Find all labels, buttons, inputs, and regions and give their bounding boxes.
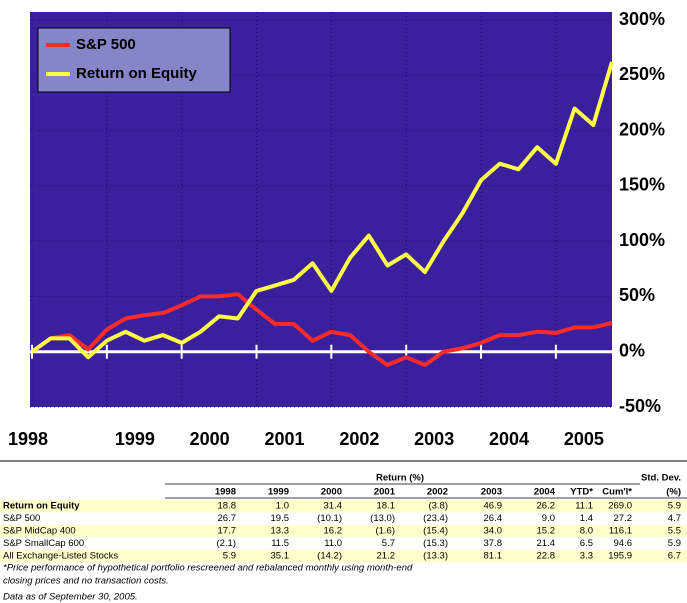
- cell: 5.9: [668, 501, 681, 512]
- column-header: 2003: [481, 487, 502, 498]
- x-tick-label: 2005: [564, 429, 604, 449]
- cell: 4.7: [668, 513, 681, 524]
- cell: (23.4): [423, 513, 448, 524]
- cell: 269.0: [608, 501, 632, 512]
- cell: 19.5: [271, 513, 290, 524]
- row-label: All Exchange-Listed Stocks: [3, 551, 118, 562]
- cell: 6.7: [668, 551, 681, 562]
- x-tick-label: 2000: [190, 429, 230, 449]
- cell: (2.1): [216, 538, 236, 549]
- y-tick-label: 100%: [619, 230, 665, 250]
- legend-label: S&P 500: [76, 36, 136, 53]
- y-tick-label: 300%: [619, 9, 665, 29]
- x-tick-label: 2003: [414, 429, 454, 449]
- x-tick-label: 1999: [115, 429, 155, 449]
- cell: 22.8: [537, 551, 556, 562]
- cell: (1.6): [375, 526, 395, 537]
- x-tick-label: 2004: [489, 429, 529, 449]
- y-tick-label: 0%: [619, 340, 645, 360]
- cell: 18.8: [218, 501, 237, 512]
- column-header: 2004: [534, 487, 556, 498]
- cell: 37.8: [484, 538, 503, 549]
- cell: 34.0: [484, 526, 503, 537]
- series-line: [30, 61, 614, 360]
- column-header: 2001: [374, 487, 396, 498]
- cell: 5.9: [223, 551, 236, 562]
- cell: 5.9: [668, 538, 681, 549]
- cell: 26.2: [537, 501, 556, 512]
- cell: 11.0: [324, 538, 342, 549]
- cell: 11.1: [575, 501, 593, 512]
- cell: 26.7: [218, 513, 237, 524]
- y-tick-label: 50%: [619, 285, 655, 305]
- cell: 116.1: [609, 526, 632, 537]
- cell: (3.8): [428, 501, 448, 512]
- cell: 195.9: [608, 551, 632, 562]
- cell: 21.2: [377, 551, 396, 562]
- legend-box: [37, 27, 231, 93]
- footnote: Data as of September 30, 2005.: [3, 592, 138, 603]
- cell: 21.4: [537, 538, 556, 549]
- series-line: [30, 292, 613, 367]
- cell: 81.1: [484, 551, 503, 562]
- cell: 1.0: [276, 501, 289, 512]
- cell: 26.4: [484, 513, 503, 524]
- row-label: S&P MidCap 400: [3, 526, 76, 537]
- x-tick-label: 1998: [8, 429, 48, 449]
- cell: (13.3): [423, 551, 448, 562]
- cell: (15.4): [423, 526, 448, 537]
- cell: 31.4: [324, 501, 343, 512]
- cell: (14.2): [317, 551, 342, 562]
- cell: 17.7: [218, 526, 237, 537]
- column-header: 2002: [427, 487, 448, 498]
- x-tick-label: 2002: [339, 429, 379, 449]
- column-header: 1998: [215, 487, 236, 498]
- column-header: Cum'l*: [602, 487, 632, 498]
- cell: 15.2: [537, 526, 556, 537]
- row-band: [0, 549, 687, 563]
- legend-label: Return on Equity: [76, 65, 197, 82]
- row-band: [0, 524, 687, 538]
- cell: 5.7: [382, 538, 395, 549]
- cell: (10.1): [317, 513, 342, 524]
- group-header: Return (%): [376, 473, 424, 484]
- cell: 46.9: [484, 501, 503, 512]
- row-label: S&P SmallCap 600: [3, 538, 84, 549]
- cell: 1.4: [580, 513, 593, 524]
- cell: (13.0): [370, 513, 395, 524]
- row-label: S&P 500: [3, 513, 40, 524]
- column-header: YTD*: [570, 487, 593, 498]
- column-header: (%): [666, 487, 681, 498]
- cell: 13.3: [271, 526, 290, 537]
- cell: 5.5: [668, 526, 681, 537]
- cell: 3.3: [580, 551, 593, 562]
- y-tick-label: 200%: [619, 119, 665, 139]
- cell: 9.0: [542, 513, 555, 524]
- cell: 11.5: [271, 538, 289, 549]
- cell: 94.6: [614, 538, 633, 549]
- cell: 6.5: [580, 538, 593, 549]
- row-label: Return on Equity: [3, 501, 80, 512]
- column-header: 2000: [321, 487, 342, 498]
- cell: 8.0: [580, 526, 593, 537]
- y-tick-label: -50%: [619, 396, 661, 416]
- cell: 35.1: [271, 551, 290, 562]
- row-band: [0, 499, 687, 513]
- x-tick-label: 2001: [264, 429, 304, 449]
- cell: 16.2: [324, 526, 343, 537]
- y-tick-label: 150%: [619, 175, 665, 195]
- cell: 27.2: [614, 513, 633, 524]
- y-tick-label: 250%: [619, 64, 665, 84]
- column-header: 1999: [268, 487, 289, 498]
- group-header: Std. Dev.: [641, 473, 681, 484]
- footnote: *Price performance of hypothetical portf…: [3, 563, 413, 574]
- footnote: closing prices and no transaction costs.: [3, 576, 169, 587]
- cell: 18.1: [377, 501, 396, 512]
- cell: (15.3): [423, 538, 448, 549]
